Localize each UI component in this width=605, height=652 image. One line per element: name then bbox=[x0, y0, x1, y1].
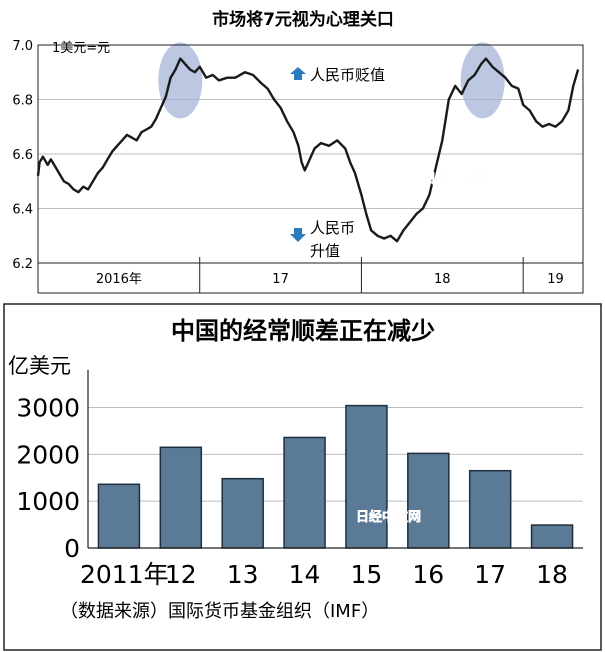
watermark-bottom: 日经中文网 bbox=[356, 509, 421, 525]
bar-y-tick-label: 0 bbox=[64, 534, 80, 563]
bar-chart-title: 中国的经常顺差正在减少 bbox=[171, 317, 435, 345]
bar-x-tick-label: 15 bbox=[351, 560, 383, 589]
line-y-tick-label: 6.8 bbox=[12, 94, 33, 109]
source-note: （数据来源）国际货币基金组织（IMF） bbox=[60, 601, 379, 622]
line-chart-highlights bbox=[158, 42, 505, 119]
line-y-tick-label: 6.6 bbox=[12, 148, 33, 163]
line-y-tick-label: 6.4 bbox=[12, 203, 33, 218]
x-period-frame bbox=[37, 262, 584, 294]
line-y-tick-label: 6.2 bbox=[12, 257, 33, 272]
bar-y-tick-label: 2000 bbox=[16, 440, 80, 469]
bar bbox=[283, 436, 326, 549]
bar bbox=[530, 524, 574, 549]
bar-y-tick-label: 3000 bbox=[16, 393, 80, 422]
bar bbox=[221, 477, 264, 549]
bar-x-tick-label: 12 bbox=[165, 560, 197, 589]
bar-y-tick-label: 1000 bbox=[16, 487, 80, 516]
bottom-panel-border bbox=[3, 303, 602, 651]
appreciation-label-line1: 人民币 bbox=[310, 219, 355, 237]
down-arrow-icon bbox=[290, 228, 306, 242]
bar-x-tick-label: 17 bbox=[474, 560, 506, 589]
line-chart-y-axis: 7.0 6.8 6.6 6.4 6.2 bbox=[12, 39, 33, 272]
up-arrow-icon bbox=[290, 67, 306, 80]
x-period-label: 19 bbox=[547, 272, 564, 287]
x-period-label: 2016年 bbox=[96, 272, 142, 287]
watermark-top: 日经中文网 bbox=[423, 171, 488, 187]
line-y-tick-label: 7.0 bbox=[12, 39, 33, 54]
line-chart-grid bbox=[38, 99, 583, 263]
bar-chart-y-axis: 3000 2000 1000 0 bbox=[16, 393, 80, 563]
exchange-rate-line bbox=[36, 57, 580, 243]
x-period-label: 17 bbox=[272, 272, 289, 287]
bar-x-tick-label: 18 bbox=[536, 560, 568, 589]
line-chart-x-axis: 2016年 17 18 19 bbox=[37, 262, 584, 294]
line-chart-title: 市场将7元视为心理关口 bbox=[212, 9, 394, 30]
bar-series bbox=[97, 404, 574, 549]
highlight-ellipse bbox=[158, 42, 203, 119]
bar bbox=[159, 446, 203, 549]
highlight-ellipse bbox=[460, 42, 505, 119]
exchange-rate-chart: 市场将7元视为心理关口 7.06.86.66.46.2 1美元=元 人民币贬值 … bbox=[12, 9, 584, 294]
appreciation-label-line2: 升值 bbox=[310, 242, 340, 260]
appreciation-annotation: 人民币 升值 bbox=[290, 219, 355, 260]
x-period-label: 18 bbox=[434, 272, 451, 287]
bar bbox=[97, 483, 141, 549]
depreciation-label: 人民币贬值 bbox=[310, 66, 385, 84]
line-unit-label: 1美元=元 bbox=[52, 41, 110, 56]
bar-chart-ylabel: 亿美元 bbox=[8, 354, 71, 378]
bar bbox=[407, 452, 450, 549]
bar bbox=[345, 404, 388, 549]
bar-x-tick-label: 16 bbox=[412, 560, 444, 589]
depreciation-annotation: 人民币贬值 bbox=[290, 66, 385, 84]
bar-x-tick-label: 13 bbox=[227, 560, 259, 589]
bar-x-tick-label: 2011年 bbox=[80, 560, 169, 589]
bar bbox=[468, 469, 512, 549]
bar-x-tick-label: 14 bbox=[289, 560, 321, 589]
